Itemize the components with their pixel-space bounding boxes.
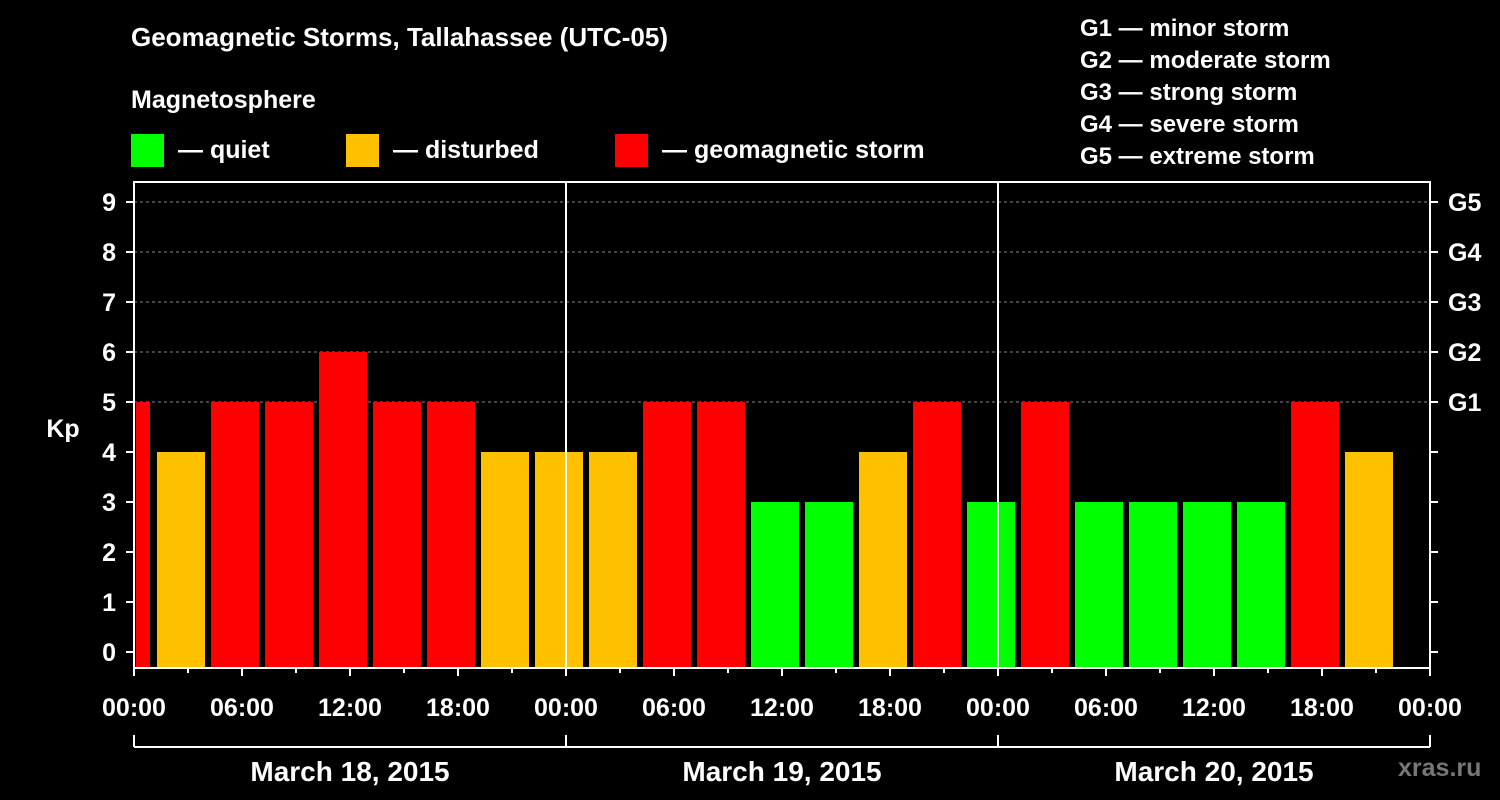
y-tick-label: 6 xyxy=(102,339,116,367)
chart-title: Geomagnetic Storms, Tallahassee (UTC-05) xyxy=(131,22,669,52)
x-tick-label: 12:00 xyxy=(1182,694,1246,722)
y-tick-label: 2 xyxy=(102,539,116,567)
x-tick-label: 12:00 xyxy=(750,694,814,722)
kp-bar xyxy=(1129,502,1177,668)
kp-bar xyxy=(373,402,421,668)
legend-swatch-disturbed xyxy=(346,133,379,167)
y-tick-label: 1 xyxy=(102,589,116,617)
kp-bar xyxy=(859,452,907,668)
kp-bar xyxy=(265,402,313,668)
kp-bar xyxy=(1291,402,1339,668)
kp-bar-partial xyxy=(136,402,150,668)
x-tick-label: 06:00 xyxy=(642,694,706,722)
kp-bar xyxy=(319,352,367,668)
legend-item-storm: — geomagnetic storm xyxy=(615,133,925,167)
g-level-tick-label: G1 xyxy=(1448,389,1481,417)
kp-bar xyxy=(157,452,205,668)
g-level-g3: G3 — strong storm xyxy=(1080,79,1298,106)
x-tick-label: 18:00 xyxy=(1290,694,1354,722)
kp-bar xyxy=(643,402,691,668)
legend-label-storm: — geomagnetic storm xyxy=(662,135,925,164)
kp-bar xyxy=(1237,502,1285,668)
g-level-tick-label: G2 xyxy=(1448,339,1481,367)
legend-label-quiet: — quiet xyxy=(178,135,270,164)
y-tick-label: 8 xyxy=(102,239,116,267)
legend-swatch-storm xyxy=(615,133,648,167)
x-tick-label: 00:00 xyxy=(1398,694,1462,722)
g-level-g2: G2 — moderate storm xyxy=(1080,47,1331,74)
x-tick-label: 12:00 xyxy=(318,694,382,722)
g-level-tick-label: G3 xyxy=(1448,289,1481,317)
g-level-g4: G4 — severe storm xyxy=(1080,111,1299,138)
kp-bar xyxy=(1075,502,1123,668)
y-tick-label: 5 xyxy=(102,389,116,417)
watermark: xras.ru xyxy=(1398,754,1482,782)
kp-bar xyxy=(535,452,583,668)
kp-bar xyxy=(967,502,1015,668)
x-tick-label: 00:00 xyxy=(102,694,166,722)
day-label: March 19, 2015 xyxy=(682,756,881,787)
legend-swatch-quiet xyxy=(131,133,164,167)
kp-bar xyxy=(211,402,259,668)
g-level-tick-label: G4 xyxy=(1448,239,1481,267)
y-axis-label: Kp xyxy=(46,415,79,443)
kp-bar xyxy=(751,502,799,668)
day-label: March 20, 2015 xyxy=(1114,756,1313,787)
kp-bar xyxy=(913,402,961,668)
kp-bar xyxy=(805,502,853,668)
g-level-g5: G5 — extreme storm xyxy=(1080,143,1315,170)
y-tick-label: 9 xyxy=(102,189,116,217)
x-tick-label: 00:00 xyxy=(966,694,1030,722)
kp-bar xyxy=(1345,452,1393,668)
x-tick-label: 00:00 xyxy=(534,694,598,722)
g-level-g1: G1 — minor storm xyxy=(1080,15,1290,42)
magnetosphere-label: Magnetosphere xyxy=(131,86,316,114)
kp-bar xyxy=(1021,402,1069,668)
y-tick-label: 3 xyxy=(102,489,116,517)
g-scale-legend: G1 — minor storm G2 — moderate storm G3 … xyxy=(1080,13,1331,173)
x-tick-label: 06:00 xyxy=(210,694,274,722)
day-label: March 18, 2015 xyxy=(250,756,449,787)
x-tick-label: 06:00 xyxy=(1074,694,1138,722)
y-tick-label: 7 xyxy=(102,289,116,317)
kp-bar xyxy=(589,452,637,668)
kp-bar xyxy=(481,452,529,668)
y-tick-label: 4 xyxy=(102,439,116,467)
x-tick-label: 18:00 xyxy=(858,694,922,722)
kp-bar xyxy=(427,402,475,668)
legend-label-disturbed: — disturbed xyxy=(393,135,539,164)
kp-bar xyxy=(1183,502,1231,668)
y-tick-label: 0 xyxy=(102,639,116,667)
legend-item-disturbed: — disturbed xyxy=(346,133,539,167)
x-tick-label: 18:00 xyxy=(426,694,490,722)
legend-item-quiet: — quiet xyxy=(131,133,270,167)
kp-bar xyxy=(697,402,745,668)
g-level-tick-label: G5 xyxy=(1448,189,1481,217)
